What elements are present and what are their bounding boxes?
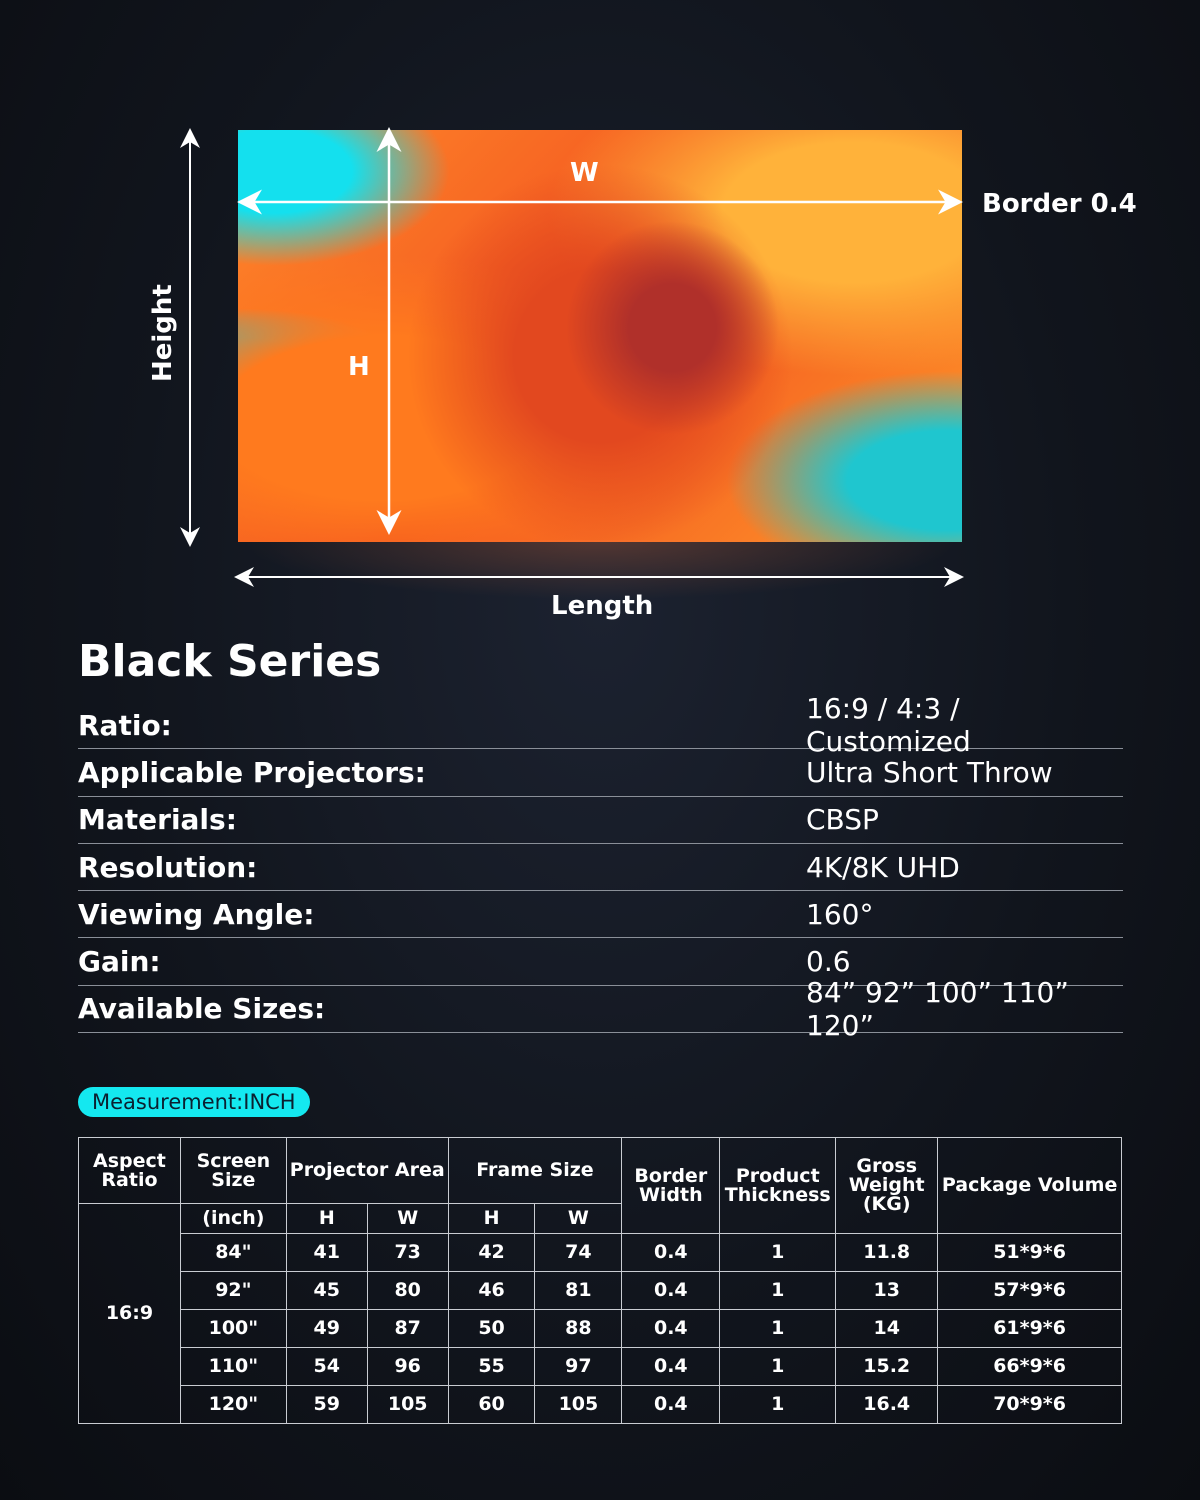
table-cell: 88 xyxy=(534,1309,623,1348)
spec-label: Viewing Angle: xyxy=(78,897,315,931)
table-cell: 46 xyxy=(447,1271,536,1310)
table-cell: 84" xyxy=(179,1233,287,1272)
table-cell: 0.4 xyxy=(621,1347,721,1386)
spec-row: Materials: CBSP xyxy=(78,797,1123,844)
table-cell: 110" xyxy=(179,1347,287,1386)
border-label: Border 0.4 xyxy=(982,189,1137,219)
table-cell: 1 xyxy=(719,1385,837,1424)
spec-label: Gain: xyxy=(78,945,161,979)
table-cell: 16.4 xyxy=(835,1385,939,1424)
spec-row: Resolution: 4K/8K UHD xyxy=(78,844,1123,892)
header-aspect-ratio: Aspect Ratio xyxy=(78,1137,181,1204)
table-cell: 15.2 xyxy=(835,1347,939,1386)
table-row: 84" 41 73 42 74 0.4 1 11.8 51*9*6 xyxy=(79,1233,1122,1272)
table-cell: 74 xyxy=(534,1233,623,1272)
table-cell: 81 xyxy=(534,1271,623,1310)
spec-value: 160° xyxy=(806,897,874,931)
spec-value: 84” 92” 100” 110” 120” xyxy=(806,975,1069,1042)
table-cell: 57*9*6 xyxy=(937,1271,1122,1310)
header-gross-weight: Gross Weight (KG) xyxy=(835,1137,939,1234)
table-cell: 11.8 xyxy=(835,1233,939,1272)
spec-value: Ultra Short Throw xyxy=(806,755,1053,789)
table-cell: 120" xyxy=(179,1385,287,1424)
table-cell: 49 xyxy=(285,1309,368,1348)
header-frame-size: Frame Size xyxy=(447,1137,623,1204)
table-cell: 51*9*6 xyxy=(937,1233,1122,1272)
spec-list: for(let i=0;i<7;i++)document.write('<div… xyxy=(78,692,1123,1042)
header-unit: (inch) xyxy=(179,1203,287,1234)
table-cell: 96 xyxy=(366,1347,449,1386)
spec-label: Materials: xyxy=(78,803,237,837)
spec-row: Ratio: 16:9 / 4:3 / Customized xyxy=(78,692,1123,758)
header-frame-w: W xyxy=(534,1203,623,1234)
dimension-arrows xyxy=(180,127,964,587)
measurement-badge: Measurement:INCH xyxy=(78,1087,310,1117)
table-cell: 105 xyxy=(366,1385,449,1424)
table-cell: 0.4 xyxy=(621,1233,721,1272)
table-cell: 97 xyxy=(534,1347,623,1386)
table-cell: 92" xyxy=(179,1271,287,1310)
spec-value: 4K/8K UHD xyxy=(806,850,960,884)
spec-label: Ratio: xyxy=(78,708,172,742)
table-cell: 60 xyxy=(447,1385,536,1424)
header-screen-size: Screen Size xyxy=(179,1137,287,1204)
header-border-width: Border Width xyxy=(621,1137,721,1234)
table-cell: 66*9*6 xyxy=(937,1347,1122,1386)
table-cell: 70*9*6 xyxy=(937,1385,1122,1424)
spec-value: 16:9 / 4:3 / Customized xyxy=(806,692,971,759)
table-cell: 50 xyxy=(447,1309,536,1348)
header-projector-w: W xyxy=(366,1203,449,1234)
table-cell: 100" xyxy=(179,1309,287,1348)
spec-value: CBSP xyxy=(806,803,879,837)
table-cell: 1 xyxy=(719,1233,837,1272)
table-row: 120" 59 105 60 105 0.4 1 16.4 70*9*6 xyxy=(79,1385,1122,1424)
spec-label: Available Sizes: xyxy=(78,992,326,1026)
spec-row: Gain: 0.6 xyxy=(78,938,1123,986)
spec-label: Applicable Projectors: xyxy=(78,755,426,789)
table-cell: 80 xyxy=(366,1271,449,1310)
table-cell: 13 xyxy=(835,1271,939,1310)
header-frame-h: H xyxy=(447,1203,536,1234)
table-cell: 55 xyxy=(447,1347,536,1386)
header-projector-area: Projector Area xyxy=(285,1137,449,1204)
header-package-volume: Package Volume xyxy=(937,1137,1122,1234)
spec-label: Resolution: xyxy=(78,850,258,884)
spec-value: 0.6 xyxy=(806,945,851,979)
table-cell: 0.4 xyxy=(621,1309,721,1348)
size-table: Aspect Ratio Screen Size Projector Area … xyxy=(78,1137,1122,1424)
h-label: H xyxy=(348,352,370,382)
table-cell: 105 xyxy=(534,1385,623,1424)
header-projector-h: H xyxy=(285,1203,368,1234)
table-cell: 73 xyxy=(366,1233,449,1272)
table-cell: 87 xyxy=(366,1309,449,1348)
aspect-ratio-value: 16:9 xyxy=(78,1203,181,1424)
table-cell: 61*9*6 xyxy=(937,1309,1122,1348)
header-product-thickness: Product Thickness xyxy=(719,1137,837,1234)
table-cell: 0.4 xyxy=(621,1385,721,1424)
table-cell: 1 xyxy=(719,1309,837,1348)
length-label: Length xyxy=(551,591,654,621)
spec-row: Applicable Projectors: Ultra Short Throw xyxy=(78,749,1123,797)
series-title: Black Series xyxy=(78,636,382,687)
table-cell: 1 xyxy=(719,1271,837,1310)
spec-row: Viewing Angle: 160° xyxy=(78,891,1123,939)
spec-row: Available Sizes: 84” 92” 100” 110” 120” xyxy=(78,976,1123,1042)
table-cell: 1 xyxy=(719,1347,837,1386)
table-cell: 45 xyxy=(285,1271,368,1310)
table-cell: 54 xyxy=(285,1347,368,1386)
table-cell: 41 xyxy=(285,1233,368,1272)
height-label: Height xyxy=(148,284,178,382)
table-cell: 14 xyxy=(835,1309,939,1348)
table-cell: 42 xyxy=(447,1233,536,1272)
table-cell: 0.4 xyxy=(621,1271,721,1310)
table-cell: 59 xyxy=(285,1385,368,1424)
table-row: 110" 54 96 55 97 0.4 1 15.2 66*9*6 xyxy=(79,1347,1122,1386)
table-row: 100" 49 87 50 88 0.4 1 14 61*9*6 xyxy=(79,1309,1122,1348)
table-row: 92" 45 80 46 81 0.4 1 13 57*9*6 xyxy=(79,1271,1122,1310)
w-label: W xyxy=(570,158,599,188)
